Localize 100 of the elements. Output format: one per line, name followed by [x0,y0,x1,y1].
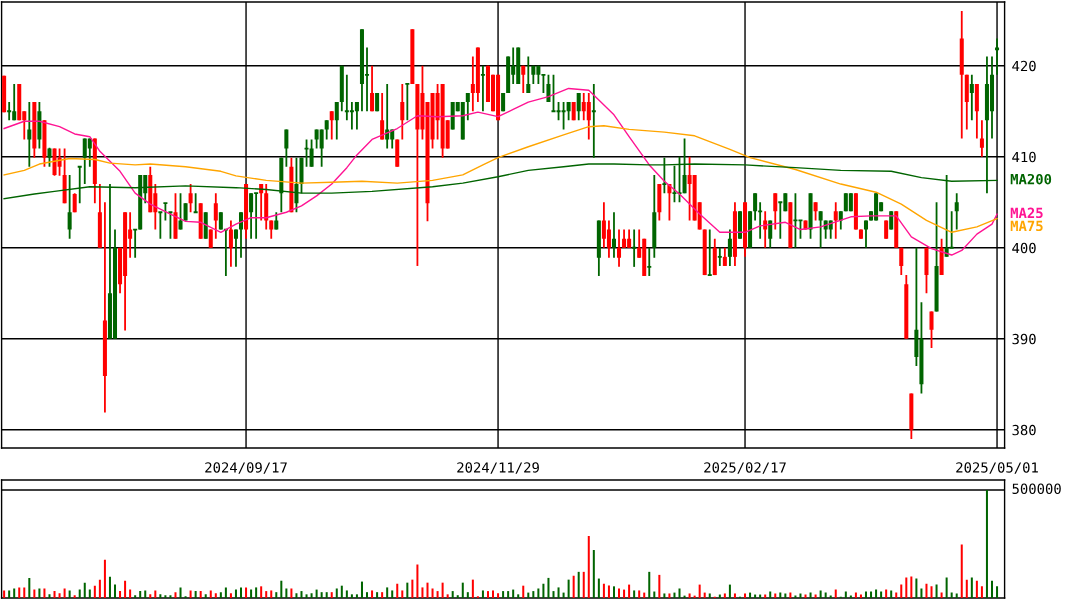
candlestick [617,228,622,268]
bar [119,591,122,598]
bar [103,559,106,598]
bar [577,571,580,598]
bar [658,574,661,598]
bar [643,592,646,598]
bar [275,592,278,598]
bar [295,593,298,598]
candlestick [818,210,823,249]
bar [144,590,147,598]
bar [870,591,873,598]
candlestick [192,192,199,214]
candlestick [27,101,32,168]
bar [668,593,671,598]
series-label: MA25 [1010,207,1043,219]
bar [209,590,212,598]
bar [18,587,21,598]
candlestick [899,246,904,276]
bar [441,582,444,598]
bar [416,564,419,598]
bar [214,593,217,598]
bar [905,577,908,598]
bar [572,575,575,598]
bar [245,587,248,598]
candlestick [238,211,244,259]
bar [260,586,263,598]
bar [784,593,787,598]
candlestick [319,128,324,168]
bar [532,591,535,598]
bar [376,592,379,598]
bar [567,579,570,598]
bar [350,594,353,598]
bar [436,591,439,598]
bar [360,581,363,598]
bar [13,588,16,598]
bar [310,593,313,598]
bar [688,593,691,598]
bar [935,584,938,598]
candlestick [863,219,869,249]
bar [885,589,888,598]
bar [638,590,641,598]
bar [406,582,409,598]
bar [83,582,86,598]
candlestick [521,64,526,94]
candlestick [566,101,571,122]
bar [733,593,736,598]
bar [703,592,706,598]
candlestick [400,83,405,141]
bar [819,590,822,598]
bar [537,588,540,598]
bar [466,592,469,598]
bar [648,571,651,598]
text: 500000 [1012,483,1061,495]
candlestick [233,228,238,268]
bar [678,588,681,598]
bar [900,584,903,598]
candlestick [213,192,218,240]
candlestick [727,228,732,267]
bar [315,589,318,598]
bar [653,591,656,598]
bar [330,592,333,598]
bar [386,587,389,598]
bar [633,590,636,598]
bar [985,489,988,598]
bar [492,590,495,598]
bar [290,588,293,598]
bar [945,577,948,598]
candlestick [284,128,289,168]
candlestick [773,192,778,231]
candlestick [309,138,314,168]
candlestick [979,119,984,158]
bar [663,593,666,598]
candlestick [157,211,164,240]
bar [189,590,192,598]
candlestick [884,219,889,240]
candlestick [768,219,773,249]
candlestick [188,183,193,214]
bar [486,591,489,598]
bar [456,595,459,598]
bar [910,576,913,598]
bar [451,591,454,598]
bar [587,535,590,598]
bar [769,591,772,598]
candlestick [969,73,974,122]
bar [270,590,273,598]
candlestick [954,192,959,231]
bar [527,592,530,598]
bar [708,593,711,598]
bar [164,595,167,598]
bar [366,592,369,598]
bar [864,591,867,598]
candlestick [555,101,562,122]
bar [199,591,202,598]
bar [194,591,197,598]
bar [557,587,560,598]
bar [582,571,585,598]
bar [124,580,127,598]
candlestick [763,210,768,249]
bar [53,591,56,598]
bar [8,590,11,598]
